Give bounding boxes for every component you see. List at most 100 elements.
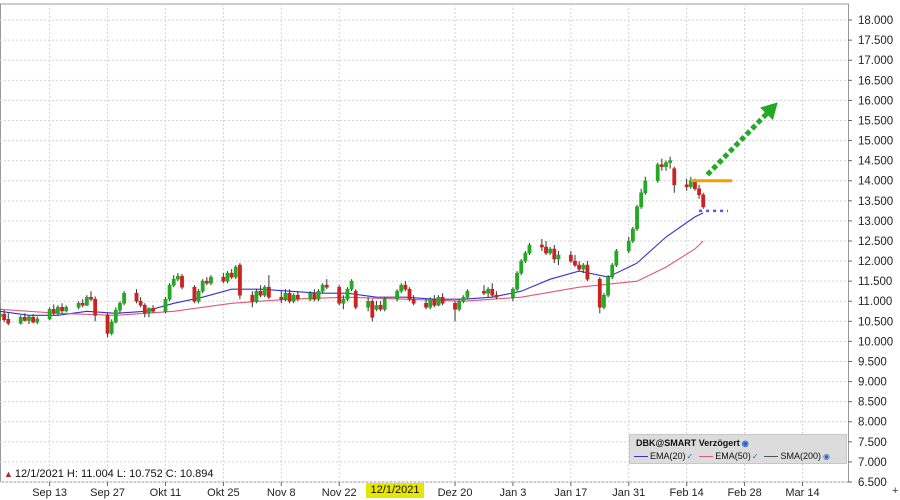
candle bbox=[196, 289, 201, 304]
y-tick-label: 18.000 bbox=[858, 15, 893, 27]
legend-item[interactable]: EMA(20)✓ bbox=[634, 451, 693, 461]
candle bbox=[6, 313, 11, 326]
candle bbox=[378, 301, 383, 312]
checkmark-icon[interactable]: ✓ bbox=[686, 452, 694, 461]
candle bbox=[573, 255, 577, 268]
candle-body-down bbox=[440, 296, 445, 304]
candle-body-down bbox=[337, 286, 342, 304]
candle bbox=[204, 277, 209, 286]
candle bbox=[655, 162, 660, 183]
x-tick-label: Nov 8 bbox=[267, 487, 296, 499]
candle-body-up bbox=[262, 286, 267, 296]
candle-body-up bbox=[341, 298, 346, 304]
candle-body-up bbox=[614, 250, 619, 266]
y-tick-label: 16.500 bbox=[858, 75, 893, 87]
candle bbox=[118, 301, 122, 314]
candle-body-down bbox=[403, 284, 408, 290]
candle-body-down bbox=[89, 296, 93, 300]
legend-label: SMA(200) bbox=[780, 451, 821, 461]
candle-body-down bbox=[577, 264, 582, 270]
corner-plus-icon[interactable]: + bbox=[892, 485, 898, 497]
candle-body-down bbox=[6, 319, 11, 324]
candle-body-up bbox=[428, 298, 433, 308]
candle-body-up bbox=[465, 290, 470, 298]
candle-body-up bbox=[374, 305, 379, 310]
candle bbox=[2, 310, 7, 323]
candle-body-up bbox=[606, 276, 610, 296]
candle-body-down bbox=[31, 317, 35, 323]
candle-body-up bbox=[163, 298, 168, 312]
candle bbox=[229, 269, 234, 280]
candle-body-up bbox=[167, 284, 172, 300]
trend-arrow-shaft bbox=[705, 112, 769, 177]
candle-body-down bbox=[573, 260, 577, 266]
candle bbox=[465, 289, 470, 300]
candle bbox=[490, 283, 495, 298]
x-tick-label: Sep 27 bbox=[90, 487, 125, 499]
candle bbox=[266, 275, 271, 300]
legend-item[interactable]: EMA(50)✓ bbox=[699, 451, 758, 461]
candle bbox=[395, 289, 400, 302]
legend-swatch bbox=[634, 456, 648, 458]
candle bbox=[291, 293, 296, 304]
candle bbox=[345, 287, 350, 302]
candle bbox=[262, 285, 267, 298]
eye-icon[interactable]: ◉ bbox=[822, 452, 830, 461]
candle bbox=[341, 295, 346, 310]
candle bbox=[93, 296, 98, 322]
candle bbox=[370, 299, 375, 322]
ohlc-text: 12/1/2021 H: 11.004 L: 10.752 C: 10.894 bbox=[14, 468, 214, 480]
moving-averages bbox=[0, 212, 704, 316]
candlesticks[interactable] bbox=[0, 156, 706, 338]
ohlc-readout: ▲ 12/1/2021 H: 11.004 L: 10.752 C: 10.894 bbox=[4, 468, 214, 480]
candle-body-up bbox=[436, 296, 441, 306]
candle bbox=[428, 297, 433, 310]
candle-body-up bbox=[345, 288, 350, 300]
y-tick-label: 14.000 bbox=[858, 176, 893, 188]
candle-body-down bbox=[51, 308, 56, 314]
candle-body-up bbox=[308, 292, 313, 300]
candle bbox=[308, 291, 313, 302]
candle-body-up bbox=[523, 252, 528, 262]
candle bbox=[64, 305, 69, 313]
candle-body-up bbox=[527, 244, 532, 254]
candle-body-up bbox=[27, 316, 31, 321]
candle bbox=[626, 236, 631, 254]
x-tick-label: Okt 25 bbox=[207, 487, 239, 499]
trend-arrow-head-icon bbox=[760, 102, 778, 121]
series-line-ema-50- bbox=[0, 240, 704, 316]
candle-body-up bbox=[461, 296, 466, 302]
candle-body-down bbox=[221, 276, 226, 282]
candle bbox=[84, 295, 89, 307]
candle-body-up bbox=[664, 162, 668, 167]
candle-body-up bbox=[316, 290, 321, 300]
candle bbox=[163, 297, 168, 314]
eye-icon[interactable]: ◉ bbox=[741, 439, 749, 448]
candle bbox=[233, 265, 238, 280]
y-tick-label: 11.500 bbox=[858, 276, 892, 288]
candle-body-down bbox=[482, 290, 486, 294]
x-tick-label: Jan 17 bbox=[554, 487, 587, 499]
triangle-marker-icon: ▲ bbox=[4, 469, 13, 479]
legend-swatch bbox=[764, 456, 779, 458]
legend-item[interactable]: SMA(200) ◉ bbox=[764, 451, 830, 461]
candle-body-up bbox=[76, 302, 81, 308]
candle bbox=[89, 291, 93, 302]
candle bbox=[35, 316, 40, 325]
candle bbox=[548, 247, 553, 256]
checkmark-icon[interactable]: ✓ bbox=[751, 452, 759, 461]
candle-body-down bbox=[597, 278, 602, 308]
candle-body-down bbox=[312, 292, 317, 300]
candle-body-down bbox=[552, 248, 557, 260]
candle bbox=[374, 301, 379, 312]
y-tick-label: 6.500 bbox=[858, 477, 887, 489]
candle-body-up bbox=[64, 306, 69, 312]
candle bbox=[581, 263, 586, 274]
indicator-legend[interactable]: DBK@SMART Verzögert ◉ EMA(20)✓ EMA(50)✓ SMA… bbox=[629, 434, 847, 464]
candle-body-up bbox=[175, 276, 180, 280]
candle-body-up bbox=[511, 288, 515, 298]
candle-body-down bbox=[324, 284, 329, 288]
candle bbox=[664, 160, 668, 171]
y-tick-label: 12.500 bbox=[858, 236, 893, 248]
